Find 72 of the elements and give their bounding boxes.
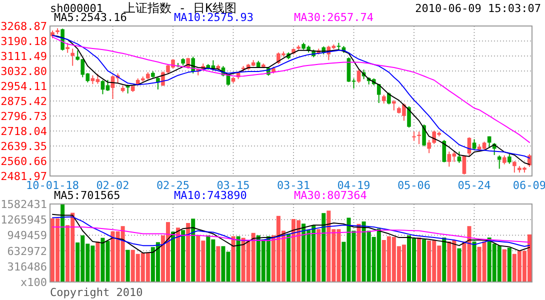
bar [507, 248, 512, 282]
bar [231, 236, 236, 282]
candlestick [462, 154, 466, 175]
ytick: 949459 [7, 229, 47, 242]
bar [472, 242, 476, 282]
bar [126, 250, 130, 282]
ytick: 632972 [7, 244, 47, 258]
bar [191, 218, 196, 282]
xtick: 05-06 [397, 179, 431, 192]
xtick: 02-25 [156, 179, 190, 192]
candlestick [70, 48, 74, 66]
ytick: 1265945 [0, 214, 47, 227]
legend: MA5:701565 [54, 189, 120, 202]
bar [442, 238, 446, 282]
ytick: 2639.35 [0, 140, 47, 153]
candlestick [497, 154, 502, 170]
xtick: 10-01-18 [26, 179, 79, 192]
bar [422, 239, 426, 282]
ytick: 2875.42 [0, 95, 47, 108]
candlestick [417, 131, 421, 145]
candlestick [422, 124, 426, 147]
bar [356, 224, 361, 282]
bar [236, 236, 240, 282]
bar [322, 213, 326, 282]
bar [181, 230, 186, 282]
legend: MA10:743890 [174, 189, 247, 202]
bar [186, 223, 190, 282]
candlestick [508, 154, 512, 164]
bar [171, 232, 176, 282]
xtick: 03-31 [276, 179, 310, 192]
candlestick [412, 131, 416, 142]
candlestick [387, 92, 391, 105]
candlestick [392, 100, 396, 111]
ytick: 3032.80 [0, 65, 47, 78]
ytick: 3190.18 [0, 35, 47, 48]
legend: MA10:2575.93 [174, 11, 254, 24]
candlestick [472, 138, 476, 151]
bar [502, 249, 506, 282]
bar [96, 242, 100, 282]
bar [316, 229, 321, 282]
candlestick [512, 160, 516, 174]
xtick: 02-02 [96, 179, 130, 192]
ytick: 316486 [7, 260, 47, 274]
candlestick [457, 151, 462, 164]
ytick: 2560.66 [0, 155, 47, 168]
bar [417, 238, 422, 282]
xtick: 03-15 [216, 179, 250, 192]
candlestick [442, 139, 446, 163]
xtick: 05-24 [458, 179, 491, 192]
legend: MA30:807364 [294, 189, 367, 202]
ytick: 2954.11 [0, 80, 47, 93]
ytick: x100 [20, 276, 47, 289]
annotation: 2010-06-09 15:03:07 [415, 2, 541, 15]
bar [60, 204, 65, 282]
bar [216, 246, 220, 282]
candlestick [528, 154, 532, 168]
ytick: 3268.87 [0, 20, 47, 33]
xtick: 06-09 [512, 179, 545, 192]
candlestick [376, 84, 381, 104]
ytick: 1582431 [0, 198, 47, 211]
ytick: 3111.49 [0, 50, 47, 63]
xtick: 04-19 [337, 179, 370, 192]
ytick: 2796.73 [0, 110, 47, 123]
ytick: 2718.04 [0, 125, 47, 138]
legend: MA30:2657.74 [294, 11, 374, 24]
bar [286, 234, 290, 282]
candlestick [66, 42, 70, 54]
candlestick [60, 28, 64, 52]
bar [176, 228, 180, 282]
bar [457, 248, 462, 282]
legend: MA5:2543.16 [54, 11, 127, 24]
annotation: Copyright 2010 [50, 286, 143, 299]
